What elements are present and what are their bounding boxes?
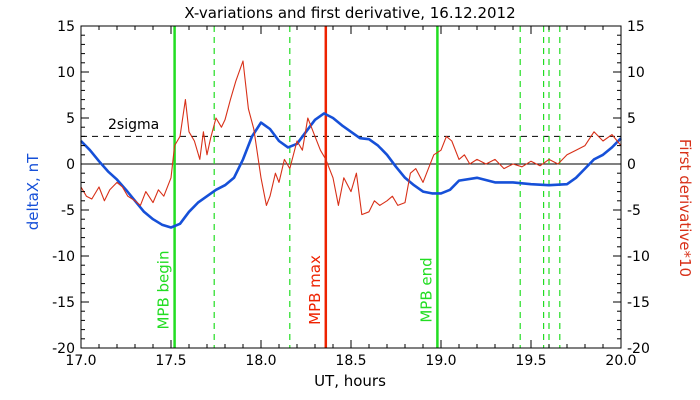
y-axis-title-left: deltaX, nT (24, 153, 42, 230)
y-tick-label-right: 5 (627, 111, 636, 127)
y-tick-label-right: -10 (627, 249, 650, 265)
y-tick-label-right: -5 (627, 203, 641, 219)
x-tick-label: 20.0 (605, 353, 636, 369)
y-tick-label-right: 10 (627, 65, 645, 81)
y-tick-label-right: -20 (627, 341, 650, 357)
series-line-deltax (80, 112, 622, 229)
marker-label-mpb-max: MPB max (306, 255, 324, 325)
y-tick-label-right: 0 (627, 157, 636, 173)
y-tick-label-left: -20 (52, 341, 75, 357)
x-tick-label: 17.5 (155, 353, 186, 369)
x-tick-label: 18.0 (245, 353, 276, 369)
marker-label-mpb-begin: MPB begin (155, 251, 173, 330)
x-tick-label: 17.0 (65, 353, 96, 369)
series-line-derivative (80, 60, 622, 216)
y-tick-label-left: -10 (52, 249, 75, 265)
threshold-label: 2sigma (108, 117, 159, 133)
y-tick-label-right: -15 (627, 295, 650, 311)
x-tick-label: 19.5 (515, 353, 546, 369)
x-tick-label: 19.0 (425, 353, 456, 369)
y-axis-title-right: First derivative*10 (676, 139, 694, 277)
y-tick-label-left: -5 (61, 203, 75, 219)
marker-label-mpb-end: MPB end (417, 257, 435, 322)
y-tick-label-left: 0 (66, 157, 75, 173)
y-tick-label-left: 5 (66, 111, 75, 127)
y-tick-label-left: 10 (57, 65, 75, 81)
x-axis-title: UT, hours (314, 372, 386, 390)
y-tick-label-left: 15 (57, 19, 75, 35)
chart-title: X-variations and first derivative, 16.12… (184, 4, 515, 22)
y-tick-label-right: 15 (627, 19, 645, 35)
x-tick-label: 18.5 (335, 353, 366, 369)
y-tick-label-left: -15 (52, 295, 75, 311)
